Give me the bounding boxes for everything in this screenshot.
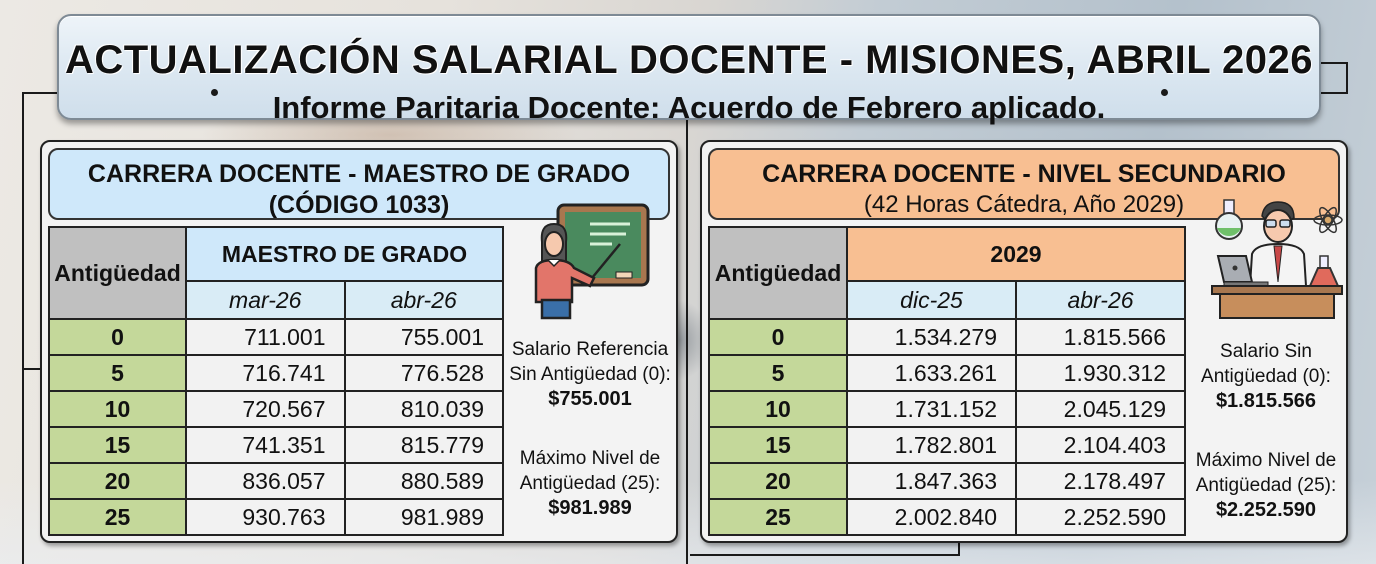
salary-value: 930.763 xyxy=(185,498,346,536)
note-label: Antigüedad (25): xyxy=(519,473,661,494)
month-header: mar-26 xyxy=(185,280,346,320)
reference-salary-value: $1.815.566 xyxy=(1215,390,1317,412)
month-header: abr-26 xyxy=(1015,280,1186,320)
max-salary-value: $2.252.590 xyxy=(1215,499,1317,521)
antiguedad-value: 0 xyxy=(708,318,848,356)
salary-value: 810.039 xyxy=(343,390,504,428)
antiguedad-value: 15 xyxy=(48,426,187,464)
group-header: MAESTRO DE GRADO xyxy=(185,226,504,282)
salary-value: 1.782.801 xyxy=(846,426,1017,464)
panel-subtitle: (42 Horas Cátedra, Año 2029) xyxy=(863,191,1185,218)
note-label: Máximo Nivel de xyxy=(1195,450,1337,471)
antiguedad-value: 5 xyxy=(48,354,187,392)
reference-salary-value: $755.001 xyxy=(548,388,632,410)
page-subtitle: Informe Paritaria Docente: Acuerdo de Fe… xyxy=(272,90,1106,125)
scientist-at-desk-icon xyxy=(1211,199,1343,319)
salary-value: 1.815.566 xyxy=(1015,318,1186,356)
salary-value: 2.045.129 xyxy=(1015,390,1186,428)
connector-line xyxy=(686,118,688,564)
table-row: 15 1.782.801 2.104.403 xyxy=(708,426,1186,464)
salary-value: 815.779 xyxy=(343,426,504,464)
panel-subtitle: (CÓDIGO 1033) xyxy=(268,191,450,219)
reference-salary-note: Salario Referencia Sin Antigüedad (0): $… xyxy=(504,337,676,412)
connector-line xyxy=(1346,62,1348,94)
teacher-at-chalkboard-icon xyxy=(534,203,650,320)
salary-value: 2.104.403 xyxy=(1015,426,1186,464)
table-row: 5 1.633.261 1.930.312 xyxy=(708,354,1186,392)
salary-table: Antigüedad MAESTRO DE GRADO mar-26 abr-2… xyxy=(48,226,504,536)
antiguedad-value: 0 xyxy=(48,318,187,356)
salary-value: 741.351 xyxy=(185,426,346,464)
salary-value: 1.731.152 xyxy=(846,390,1017,428)
salary-value: 981.989 xyxy=(343,498,504,536)
antiguedad-value: 25 xyxy=(48,498,187,536)
table-row: 0 711.001 755.001 xyxy=(48,318,504,356)
table-row: 25 2.002.840 2.252.590 xyxy=(708,498,1186,536)
table-row: 15 741.351 815.779 xyxy=(48,426,504,464)
salary-value: 776.528 xyxy=(343,354,504,392)
reference-salary-note: Salario Sin Antigüedad (0): $1.815.566 xyxy=(1186,339,1346,414)
title-banner: ACTUALIZACIÓN SALARIAL DOCENTE - MISIONE… xyxy=(57,14,1321,125)
panel-maestro-de-grado: CARRERA DOCENTE - MAESTRO DE GRADO (CÓDI… xyxy=(40,140,678,543)
salary-value: 2.002.840 xyxy=(846,498,1017,536)
connector-dot xyxy=(211,89,218,96)
table-row: 0 1.534.279 1.815.566 xyxy=(708,318,1186,356)
salary-value: 1.534.279 xyxy=(846,318,1017,356)
note-label: Máximo Nivel de xyxy=(519,448,661,469)
max-salary-note: Máximo Nivel de Antigüedad (25): $2.252.… xyxy=(1186,448,1346,523)
salary-value: 1.633.261 xyxy=(846,354,1017,392)
antiguedad-value: 15 xyxy=(708,426,848,464)
salary-value: 2.252.590 xyxy=(1015,498,1186,536)
antiguedad-value: 10 xyxy=(708,390,848,428)
antiguedad-value: 20 xyxy=(48,462,187,500)
table-row: 5 716.741 776.528 xyxy=(48,354,504,392)
connector-line xyxy=(22,92,24,564)
antiguedad-header: Antigüedad xyxy=(48,226,187,320)
note-label: Salario Sin xyxy=(1220,341,1312,362)
salary-value: 711.001 xyxy=(185,318,346,356)
salary-value: 1.847.363 xyxy=(846,462,1017,500)
salary-value: 2.178.497 xyxy=(1015,462,1186,500)
connector-line xyxy=(958,543,960,555)
salary-value: 720.567 xyxy=(185,390,346,428)
connector-line xyxy=(1320,62,1348,64)
table-row: 10 1.731.152 2.045.129 xyxy=(708,390,1186,428)
connector-dot xyxy=(1161,89,1168,96)
connector-line xyxy=(690,554,960,556)
panel-title: CARRERA DOCENTE - MAESTRO DE GRADO xyxy=(87,160,631,188)
salary-value: 880.589 xyxy=(343,462,504,500)
table-row: 20 1.847.363 2.178.497 xyxy=(708,462,1186,500)
salary-value: 836.057 xyxy=(185,462,346,500)
table-row: 10 720.567 810.039 xyxy=(48,390,504,428)
antiguedad-value: 5 xyxy=(708,354,848,392)
antiguedad-value: 20 xyxy=(708,462,848,500)
month-header: dic-25 xyxy=(846,280,1017,320)
antiguedad-value: 25 xyxy=(708,498,848,536)
table-row: 25 930.763 981.989 xyxy=(48,498,504,536)
antiguedad-header: Antigüedad xyxy=(708,226,848,320)
salary-value: 1.930.312 xyxy=(1015,354,1186,392)
panel-nivel-secundario: CARRERA DOCENTE - NIVEL SECUNDARIO (42 H… xyxy=(700,140,1348,543)
salary-value: 716.741 xyxy=(185,354,346,392)
note-label: Antigüedad (25): xyxy=(1195,475,1337,496)
max-salary-value: $981.989 xyxy=(548,497,632,519)
salary-value: 755.001 xyxy=(343,318,504,356)
antiguedad-value: 10 xyxy=(48,390,187,428)
max-salary-note: Máximo Nivel de Antigüedad (25): $981.98… xyxy=(504,446,676,521)
connector-line xyxy=(22,368,42,370)
note-label: Salario Referencia xyxy=(511,339,669,360)
salary-table: Antigüedad 2029 dic-25 abr-26 0 1.534.27… xyxy=(708,226,1186,536)
note-label: Sin Antigüedad (0): xyxy=(509,364,671,385)
month-header: abr-26 xyxy=(343,280,504,320)
note-label: Antigüedad (0): xyxy=(1201,366,1331,387)
table-row: 20 836.057 880.589 xyxy=(48,462,504,500)
panel-title: CARRERA DOCENTE - NIVEL SECUNDARIO xyxy=(762,160,1286,188)
page-title: ACTUALIZACIÓN SALARIAL DOCENTE - MISIONE… xyxy=(64,38,1314,82)
group-header: 2029 xyxy=(846,226,1186,282)
